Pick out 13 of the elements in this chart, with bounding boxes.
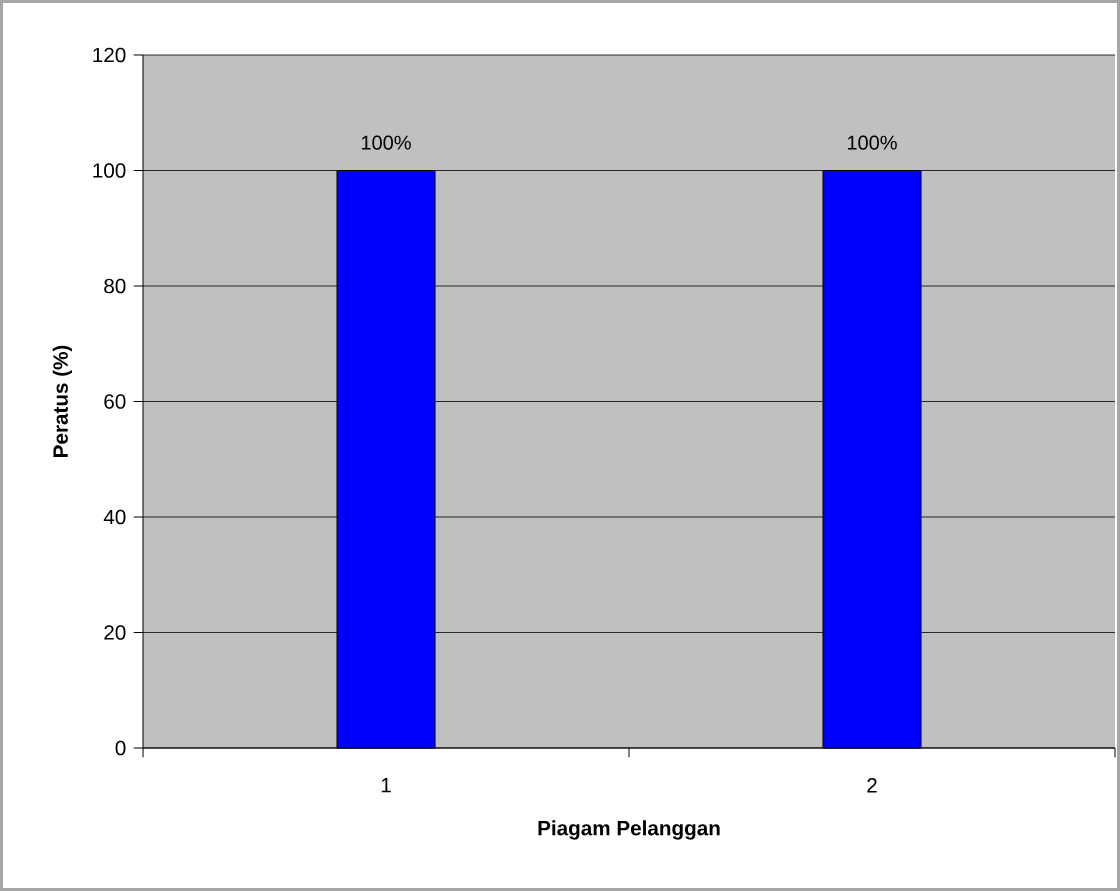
y-tick-label: 100 (93, 163, 126, 178)
y-tick-label: 0 (115, 740, 126, 756)
y-tick-label: 40 (103, 509, 126, 525)
x-axis-title: Piagam Pelanggan (538, 820, 720, 840)
y-tick-label: 120 (93, 47, 126, 63)
y-tick-label: 60 (104, 394, 126, 409)
y-tick-label: 20 (104, 625, 126, 640)
x-tick-label: 1 (381, 778, 391, 793)
y-axis-title: Peratus (%) (52, 345, 72, 457)
data-label: 100% (847, 135, 897, 150)
x-tick-label: 2 (867, 778, 877, 793)
data-label: 100% (361, 135, 411, 150)
y-tick-label: 80 (104, 278, 126, 294)
